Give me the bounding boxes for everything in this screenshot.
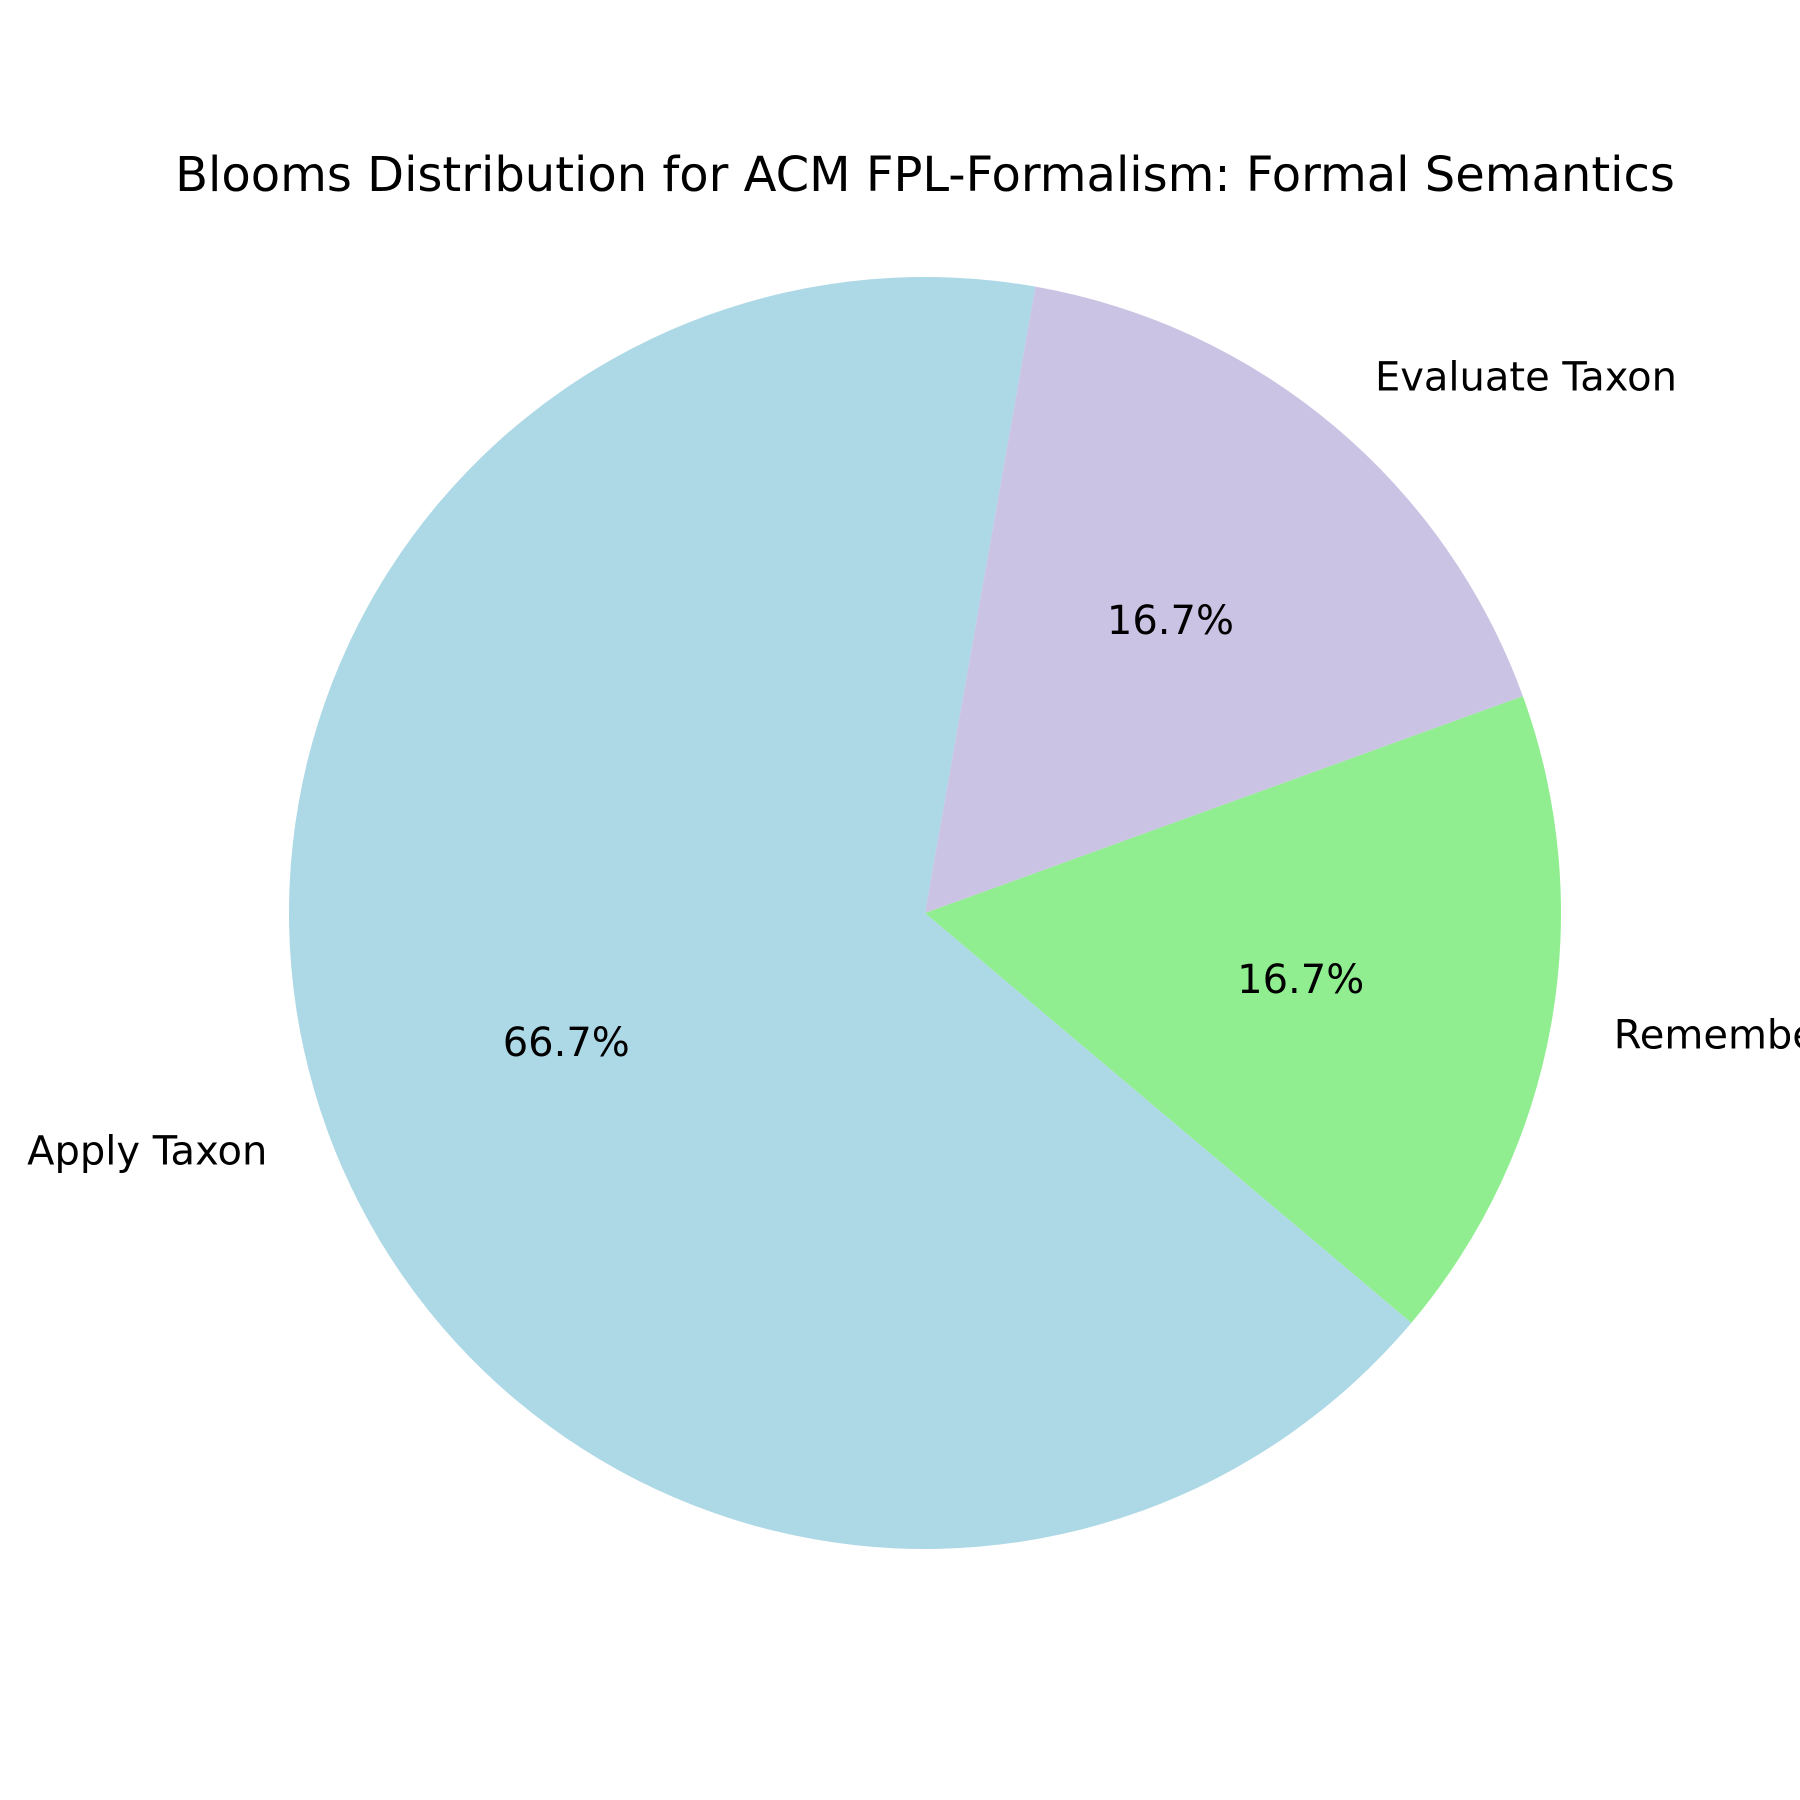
pie-slice-apply-taxon (289, 277, 1412, 1549)
pie-labels: Apply Taxon 66.7% Remember Taxon 16.7% Evalu… (27, 354, 1800, 1174)
pie-slice-remember-taxon (925, 696, 1561, 1323)
pie-slice-evaluate-taxon (925, 286, 1523, 914)
pie-slices (289, 277, 1561, 1549)
slice-pct-apply-taxon: 66.7% (503, 1020, 630, 1066)
slice-pct-remember-taxon: 16.7% (1237, 957, 1364, 1003)
slice-label-remember-taxon: Remember Taxon (1614, 1013, 1800, 1059)
slice-label-evaluate-taxon: Evaluate Taxon (1375, 354, 1677, 400)
chart-title: Blooms Distribution for ACM FPL-Formalis… (175, 147, 1675, 203)
slice-pct-evaluate-taxon: 16.7% (1107, 598, 1234, 644)
slice-label-apply-taxon: Apply Taxon (27, 1129, 267, 1175)
